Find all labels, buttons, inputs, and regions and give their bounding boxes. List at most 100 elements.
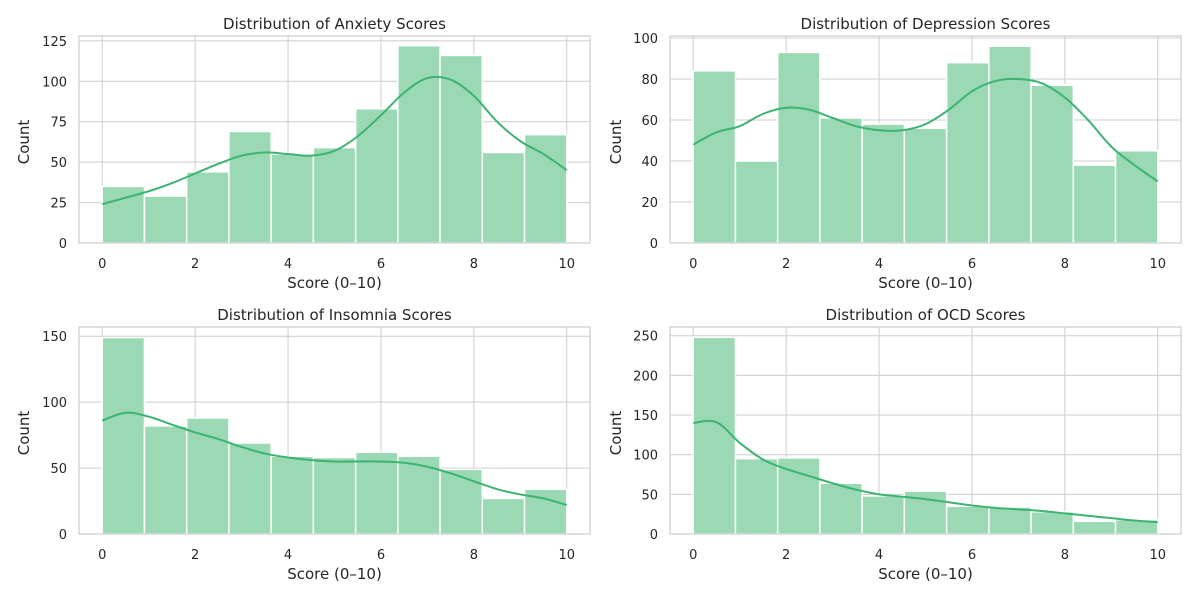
- y-tick-label: 0: [59, 237, 67, 252]
- y-tick-label: 40: [641, 155, 658, 170]
- subplot-insomnia: Distribution of Insomnia Scores Score (0…: [15, 306, 591, 583]
- histogram-bar: [397, 44, 441, 244]
- histogram-bar: [945, 61, 990, 244]
- x-tick-label: 8: [470, 548, 478, 563]
- subplot-anxiety: Distribution of Anxiety Scores Score (0–…: [15, 15, 591, 292]
- histogram-bar: [101, 336, 146, 535]
- x-tick-label: 0: [689, 548, 697, 563]
- x-tick-label: 2: [782, 548, 790, 563]
- y-tick-label: 0: [650, 528, 658, 543]
- histogram-bar: [734, 457, 779, 535]
- x-tick-label: 0: [98, 548, 106, 563]
- subplot-title: Distribution of Depression Scores: [801, 15, 1051, 33]
- y-tick-label: 200: [633, 369, 658, 384]
- x-tick-label: 0: [98, 257, 106, 272]
- histogram-bar: [1072, 520, 1117, 535]
- histogram-bar: [523, 133, 568, 244]
- x-tick-label: 6: [377, 548, 385, 563]
- histogram-bar: [819, 117, 863, 244]
- x-tick-label: 4: [875, 257, 883, 272]
- histogram-bar: [312, 456, 357, 535]
- histogram-bar: [1030, 84, 1075, 244]
- x-tick-label: 8: [1061, 257, 1069, 272]
- y-tick-label: 100: [42, 75, 67, 90]
- x-tick-label: 4: [875, 548, 883, 563]
- histogram-bar: [1114, 150, 1159, 244]
- histogram-bar: [776, 457, 821, 535]
- histogram-bar: [185, 171, 230, 244]
- histogram-bars: [692, 336, 1159, 535]
- subplot-depression: Distribution of Depression Scores Score …: [607, 15, 1182, 292]
- y-tick-label: 150: [633, 409, 658, 424]
- y-tick-label: 0: [650, 237, 658, 252]
- x-tick-label: 10: [1149, 548, 1166, 563]
- histogram-bar: [1030, 511, 1075, 535]
- y-axis-label: Count: [607, 411, 625, 456]
- x-tick-label: 2: [782, 257, 790, 272]
- histogram-bar: [439, 54, 484, 244]
- histogram-bar: [692, 70, 737, 244]
- y-tick-label: 0: [59, 528, 67, 543]
- histogram-bar: [143, 195, 188, 244]
- histogram-bar: [481, 151, 526, 244]
- histogram-bar: [228, 130, 272, 244]
- axes-frame: [669, 326, 1182, 535]
- y-tick-label: 250: [633, 330, 658, 345]
- x-tick-label: 4: [284, 548, 292, 563]
- y-tick-label: 25: [50, 197, 67, 212]
- histogram-bar: [143, 425, 188, 535]
- x-tick-label: 10: [558, 548, 575, 563]
- x-tick-label: 8: [470, 257, 478, 272]
- y-tick-label: 75: [50, 116, 67, 131]
- axes-frame: [669, 35, 1182, 244]
- kde-curve: [101, 75, 568, 206]
- histogram-bar: [312, 146, 357, 244]
- x-axis-label: Score (0–10): [878, 274, 973, 292]
- histogram-bar: [692, 336, 737, 535]
- kde-curve: [101, 411, 568, 506]
- y-axis-label: Count: [15, 120, 33, 165]
- histogram-bars: [101, 336, 568, 535]
- x-tick-label: 4: [284, 257, 292, 272]
- y-tick-label: 100: [633, 32, 658, 47]
- subplot-title: Distribution of Insomnia Scores: [217, 306, 452, 324]
- kde-curve: [692, 77, 1159, 183]
- y-axis-label: Count: [15, 411, 33, 456]
- histogram-bar: [988, 45, 1032, 244]
- histogram-bar: [903, 127, 948, 244]
- x-tick-label: 10: [558, 257, 575, 272]
- histogram-bar: [819, 482, 863, 535]
- y-tick-label: 50: [50, 156, 67, 171]
- histogram-bar: [1072, 164, 1117, 244]
- histogram-bar: [776, 51, 821, 244]
- histogram-bar: [481, 497, 526, 535]
- histogram-bar: [861, 495, 906, 535]
- histogram-bar: [988, 506, 1032, 535]
- y-tick-label: 100: [42, 396, 67, 411]
- histogram-bar: [945, 505, 990, 535]
- subplot-title: Distribution of OCD Scores: [826, 306, 1026, 324]
- y-tick-label: 150: [42, 330, 67, 345]
- histogram-bar: [101, 185, 146, 244]
- y-tick-label: 100: [633, 449, 658, 464]
- axes-frame: [78, 35, 591, 244]
- histogram-bar: [270, 455, 315, 535]
- x-tick-label: 6: [377, 257, 385, 272]
- y-axis-label: Count: [607, 120, 625, 165]
- histogram-bar: [734, 160, 779, 244]
- x-axis-label: Score (0–10): [287, 274, 382, 292]
- x-tick-label: 2: [191, 548, 199, 563]
- histogram-bar: [354, 108, 399, 244]
- y-tick-label: 20: [641, 196, 658, 211]
- x-tick-label: 6: [968, 257, 976, 272]
- histogram-bar: [228, 442, 272, 535]
- histogram-bars: [101, 44, 568, 244]
- y-tick-label: 50: [641, 488, 658, 503]
- subplot-ocd: Distribution of OCD Scores Score (0–10) …: [607, 306, 1182, 583]
- x-tick-label: 10: [1149, 257, 1166, 272]
